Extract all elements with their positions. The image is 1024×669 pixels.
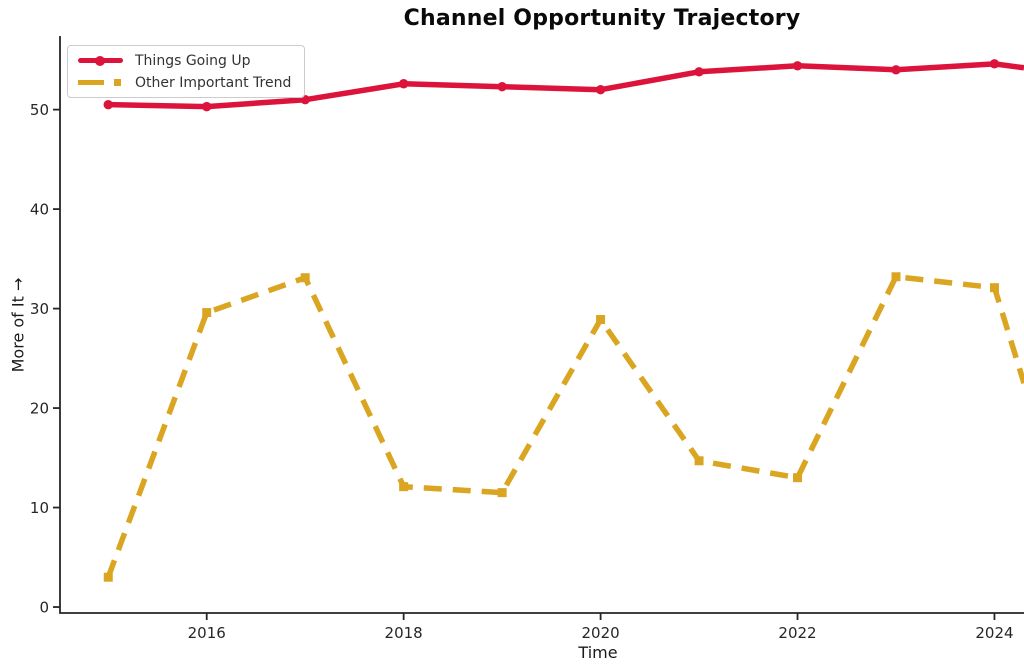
legend-circle-marker-icon bbox=[95, 55, 105, 66]
y-tick-label: 0 bbox=[39, 599, 49, 617]
legend-square-marker-icon bbox=[114, 79, 121, 86]
x-tick-label: 2024 bbox=[975, 624, 1013, 642]
data-point-marker bbox=[103, 99, 113, 110]
legend-dashed-line-sample-icon bbox=[77, 75, 125, 91]
y-axis-label: More of It → bbox=[8, 277, 28, 373]
data-point-marker bbox=[792, 61, 803, 71]
legend-label: Things Going Up bbox=[135, 52, 251, 69]
x-tick-label: 2022 bbox=[778, 624, 816, 642]
x-tick-label: 2020 bbox=[581, 624, 619, 642]
data-point-marker bbox=[300, 273, 310, 283]
series-line-other-important-trend bbox=[105, 273, 1024, 579]
data-point-marker bbox=[202, 308, 212, 318]
data-point-marker bbox=[694, 67, 704, 77]
legend: Things Going Up Other Important Trend bbox=[67, 45, 305, 98]
data-point-marker bbox=[399, 482, 409, 492]
y-tick-label: 30 bbox=[30, 300, 49, 318]
data-point-marker bbox=[398, 79, 409, 89]
legend-item-other-important-trend: Other Important Trend bbox=[77, 72, 298, 93]
data-point-marker bbox=[596, 315, 606, 325]
y-tick-label: 10 bbox=[30, 499, 49, 517]
data-point-marker bbox=[497, 488, 507, 498]
legend-dash-swatch bbox=[78, 80, 104, 85]
y-tick-label: 20 bbox=[30, 400, 49, 418]
data-point-marker bbox=[694, 456, 704, 466]
x-tick-label: 2018 bbox=[385, 624, 423, 642]
data-point-marker bbox=[891, 65, 901, 75]
data-point-marker bbox=[891, 272, 901, 282]
legend-label: Other Important Trend bbox=[135, 74, 292, 91]
data-point-marker bbox=[989, 283, 999, 293]
legend-solid-line-sample-icon bbox=[77, 53, 125, 69]
data-point-marker bbox=[595, 85, 606, 95]
legend-item-things-going-up: Things Going Up bbox=[77, 50, 298, 71]
chart-title: Channel Opportunity Trajectory bbox=[403, 6, 801, 31]
data-point-marker bbox=[989, 59, 1000, 69]
axis-spines bbox=[59, 36, 1024, 614]
y-tick-label: 40 bbox=[30, 201, 49, 219]
data-point-marker bbox=[103, 572, 113, 582]
x-axis-label: Time bbox=[578, 643, 618, 662]
data-point-marker bbox=[202, 101, 212, 112]
data-point-marker bbox=[793, 473, 803, 483]
y-tick-label: 50 bbox=[30, 101, 49, 119]
data-point-marker bbox=[497, 82, 507, 92]
x-tick-label: 2016 bbox=[188, 624, 226, 642]
